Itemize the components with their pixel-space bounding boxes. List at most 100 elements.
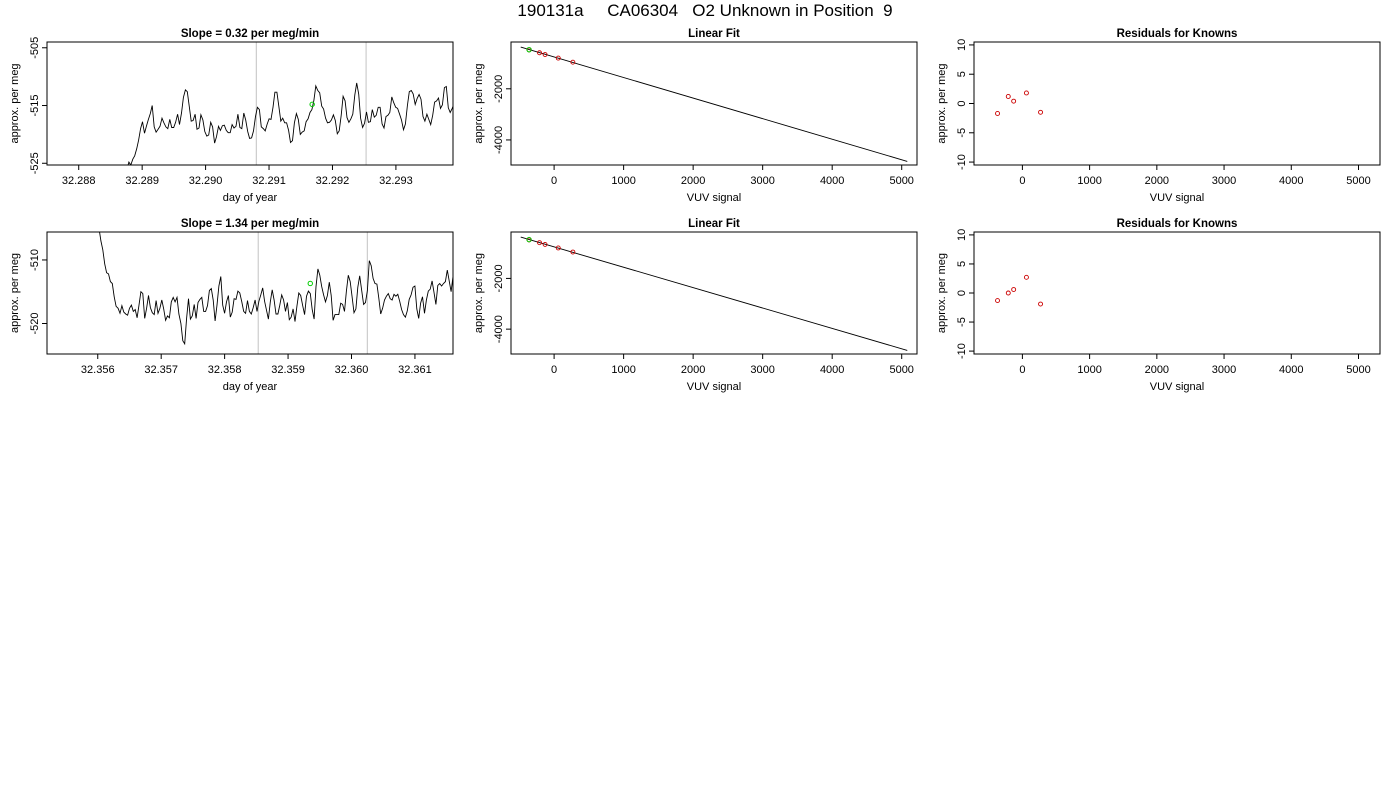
x-axis-label: VUV signal — [1150, 381, 1204, 393]
known-point — [542, 52, 548, 57]
y-tick-label: -5 — [956, 128, 968, 138]
x-tick-label: 2000 — [1145, 364, 1169, 376]
known-point — [1038, 109, 1043, 115]
chart-title: Linear Fit — [688, 218, 740, 230]
plot-data — [995, 274, 1043, 307]
y-tick-label: -2000 — [493, 75, 505, 103]
plot-frame — [46, 231, 454, 355]
x-tick-label: 5000 — [889, 175, 913, 187]
x-tick-label: 5000 — [889, 364, 913, 376]
plot-frame — [510, 231, 918, 355]
known-point — [570, 249, 576, 255]
x-tick-label: 32.288 — [62, 175, 96, 187]
x-tick-label: 3000 — [750, 364, 774, 376]
known-point — [1023, 90, 1029, 96]
chart-title: Slope = 1.34 per meg/min — [181, 218, 319, 230]
y-tick-label: -4000 — [493, 126, 505, 154]
y-axis-label: approx. per meg — [9, 253, 21, 333]
fit-line — [520, 46, 908, 162]
y-tick-label: -525 — [29, 152, 41, 174]
y-axis-label: approx. per meg — [936, 63, 948, 143]
plot-data — [995, 90, 1043, 116]
unknown-point — [307, 280, 313, 287]
x-tick-label: 1000 — [611, 364, 635, 376]
plot-data — [127, 42, 453, 165]
known-point — [537, 240, 542, 246]
known-point — [1023, 274, 1029, 280]
y-axis-label: approx. per meg — [473, 63, 485, 143]
unknown-point — [309, 101, 315, 108]
chart-title: Linear Fit — [688, 28, 740, 40]
y-tick-label: 0 — [956, 290, 968, 296]
x-tick-label: 32.358 — [208, 364, 242, 376]
x-tick-label: 1000 — [611, 175, 635, 187]
y-tick-label: -2000 — [493, 264, 505, 292]
y-axis-label: approx. per meg — [473, 253, 485, 333]
plot-frame — [46, 41, 454, 166]
x-tick-label: 5000 — [1346, 364, 1370, 376]
y-axis-label: approx. per meg — [9, 63, 21, 143]
unknown-point — [526, 236, 532, 243]
x-tick-label: 2000 — [681, 364, 705, 376]
x-axis-label: VUV signal — [687, 381, 741, 393]
x-tick-label: 0 — [551, 364, 557, 376]
y-tick-label: 10 — [956, 39, 968, 51]
chart-title: Residuals for Knowns — [1117, 218, 1238, 230]
x-tick-label: 2000 — [681, 175, 705, 187]
y-tick-label: 0 — [956, 100, 968, 106]
plot-data — [99, 232, 453, 354]
series-trace — [99, 232, 453, 346]
x-tick-label: 32.292 — [316, 175, 350, 187]
x-tick-label: 3000 — [1212, 364, 1236, 376]
x-tick-label: 32.290 — [189, 175, 223, 187]
x-tick-label: 32.293 — [379, 175, 413, 187]
y-tick-label: 5 — [956, 261, 968, 267]
y-tick-label: -4000 — [493, 315, 505, 343]
chart-resid-2: Residuals for Knowns 0 1000 2000 3000 4000 500… — [936, 218, 1381, 393]
y-tick-label: -10 — [956, 343, 968, 359]
y-tick-label: -505 — [29, 37, 41, 59]
y-tick-label: -5 — [956, 317, 968, 327]
x-axis-label: day of year — [223, 192, 278, 204]
chart-resid-1: Residuals for Knowns 0 1000 2000 3000 4000 500… — [936, 28, 1381, 204]
known-point — [995, 298, 1000, 304]
y-axis-label: approx. per meg — [936, 253, 948, 333]
x-tick-label: 32.356 — [81, 364, 115, 376]
series-trace — [127, 82, 453, 165]
x-tick-label: 32.291 — [252, 175, 286, 187]
page-title: 190131a CA06304 O2 Unknown in Position 9 — [517, 1, 893, 20]
known-point — [542, 241, 548, 247]
known-point — [537, 50, 542, 56]
y-tick-label: -510 — [29, 249, 41, 271]
unknown-point — [526, 46, 532, 53]
known-point — [1005, 94, 1011, 99]
known-point — [995, 111, 1000, 116]
x-tick-label: 1000 — [1077, 364, 1101, 376]
x-tick-label: 32.357 — [144, 364, 178, 376]
x-axis-label: VUV signal — [1150, 192, 1204, 204]
x-tick-label: 0 — [551, 175, 557, 187]
known-point — [1011, 98, 1017, 104]
x-tick-label: 0 — [1019, 175, 1025, 187]
plot-data — [520, 236, 908, 351]
plot-frame — [510, 41, 918, 166]
fit-line — [520, 236, 908, 351]
known-point — [555, 245, 561, 251]
known-point — [1005, 290, 1011, 296]
x-tick-label: 5000 — [1346, 175, 1370, 187]
chart-time-1: Slope = 0.32 per meg/min 32.288 32.289 32.2… — [9, 28, 454, 204]
plot-frame — [973, 41, 1381, 166]
x-tick-label: 0 — [1019, 364, 1025, 376]
x-tick-label: 3000 — [1212, 175, 1236, 187]
x-tick-label: 4000 — [1279, 175, 1303, 187]
x-tick-label: 4000 — [1279, 364, 1303, 376]
x-tick-label: 32.361 — [398, 364, 432, 376]
x-tick-label: 4000 — [820, 175, 844, 187]
known-point — [1038, 301, 1043, 307]
x-tick-label: 32.359 — [271, 364, 305, 376]
x-tick-label: 2000 — [1145, 175, 1169, 187]
x-tick-label: 32.360 — [335, 364, 369, 376]
x-tick-label: 3000 — [750, 175, 774, 187]
plot-data — [520, 46, 908, 162]
